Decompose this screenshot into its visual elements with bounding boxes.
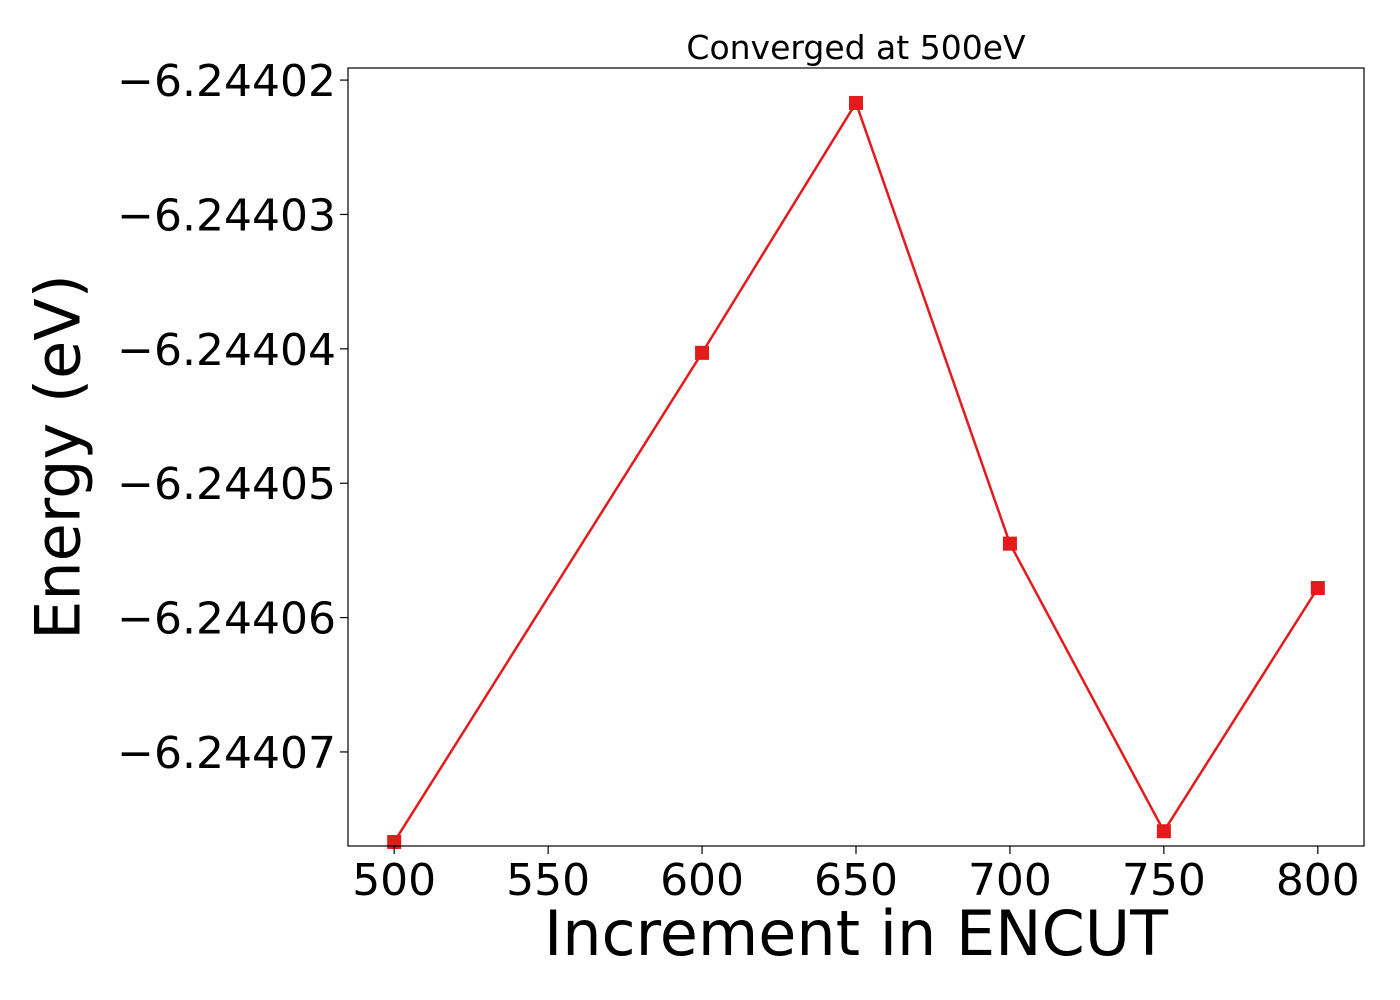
- x-tick-label: 800: [1276, 855, 1360, 906]
- x-tick-label: 700: [968, 855, 1052, 906]
- y-tick-label: −6.24406: [117, 594, 336, 645]
- data-point-marker: [1156, 824, 1171, 839]
- data-point-marker: [1310, 581, 1325, 596]
- x-axis-label: Increment in ENCUT: [544, 897, 1169, 970]
- series-line: [393, 101, 1319, 843]
- y-axis: −6.24402 −6.24403 −6.24404 −6.24405 −6.24406…: [117, 56, 348, 779]
- y-tick-label: −6.24404: [117, 325, 336, 376]
- plot-frame: [347, 67, 1365, 847]
- chart-title: Converged at 500eV: [686, 28, 1026, 67]
- data-point-marker: [1002, 536, 1017, 551]
- x-tick-label: 600: [660, 855, 744, 906]
- y-tick-label: −6.24403: [117, 190, 336, 241]
- x-tick-label: 500: [352, 855, 436, 906]
- y-axis-label: Energy (eV): [22, 274, 95, 640]
- plot-area: [387, 95, 1325, 849]
- data-point-marker: [849, 95, 863, 110]
- x-tick-label: 550: [506, 855, 590, 906]
- y-tick-label: −6.24407: [117, 728, 336, 779]
- y-tick-label: −6.24402: [117, 56, 336, 107]
- x-tick-label: 750: [1122, 855, 1206, 906]
- x-axis: 500 550 600 650 700 750 800: [352, 846, 1360, 906]
- y-tick-label: −6.24405: [117, 459, 336, 510]
- data-point-marker: [695, 345, 710, 360]
- x-tick-label: 650: [814, 855, 898, 906]
